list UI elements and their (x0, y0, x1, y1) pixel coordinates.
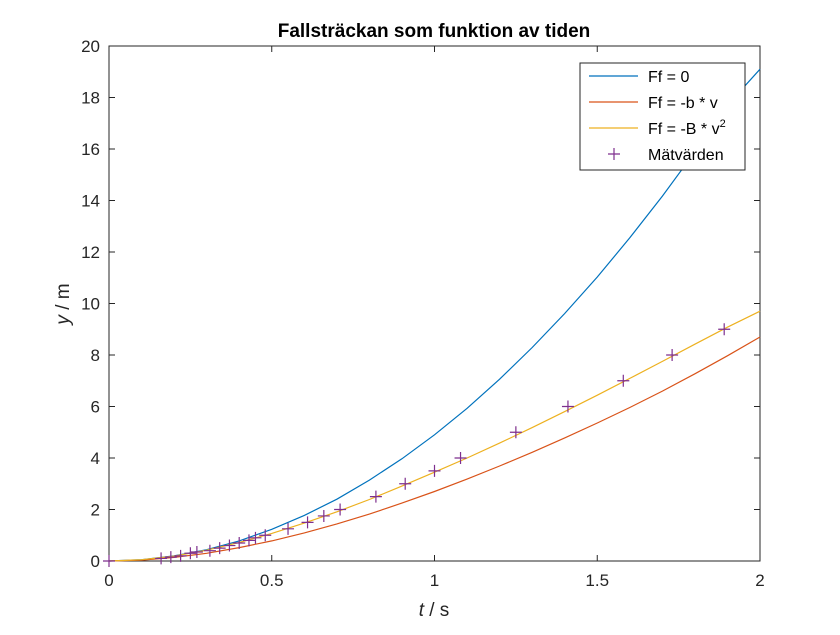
data-point (259, 529, 272, 542)
legend-swatch (608, 148, 620, 160)
chart-title: Fallsträckan som funktion av tiden (278, 21, 591, 42)
series-line-2 (108, 336, 761, 562)
y-axis-variable: y (53, 314, 74, 327)
x-axis-unit: / s (424, 600, 449, 621)
legend-label: Ff = 0 (648, 69, 689, 86)
legend-label: Mätvärden (648, 147, 724, 164)
data-point (164, 551, 177, 564)
y-axis-unit: / m (53, 283, 74, 315)
legend-box (579, 62, 746, 171)
y-tick-label: 2 (91, 501, 100, 520)
y-tick-label: 6 (91, 398, 100, 417)
x-tick-label: 1 (430, 571, 439, 590)
data-point (454, 452, 467, 464)
data-point (190, 545, 203, 558)
y-tick-label: 4 (91, 449, 100, 468)
y-tick-label: 14 (81, 192, 100, 211)
y-tick-label: 8 (91, 346, 100, 365)
data-point (242, 534, 255, 547)
legend-label: Ff = -B * v2 (648, 118, 726, 138)
data-point (666, 349, 679, 361)
x-axis-label: t / s (419, 600, 450, 621)
y-tick-label: 18 (81, 89, 100, 108)
y-axis-label: y / m (53, 283, 74, 326)
data-point (317, 509, 330, 522)
data-point (399, 477, 412, 490)
y-tick-label: 0 (91, 552, 100, 571)
y-tick-label: 16 (81, 140, 100, 159)
data-point (334, 503, 347, 516)
data-point (103, 555, 115, 567)
legend-superscript: 2 (720, 118, 726, 130)
data-point (213, 542, 226, 555)
x-tick-label: 0 (104, 571, 113, 590)
series-line-1 (108, 68, 761, 562)
data-point (369, 490, 382, 503)
legend-label: Ff = -b * v (648, 95, 718, 112)
x-tick-label: 2 (755, 571, 764, 590)
x-axis-variable: t (419, 600, 425, 621)
data-point (249, 531, 262, 544)
data-point (174, 549, 187, 562)
data-point (233, 536, 246, 549)
x-tick-label: 0.5 (260, 571, 284, 590)
y-tick-label: 20 (81, 37, 100, 56)
y-tick-label: 10 (81, 295, 100, 314)
data-point (428, 464, 441, 477)
data-point (203, 544, 216, 557)
data-point (301, 516, 314, 529)
data-point (282, 522, 295, 535)
data-point (718, 323, 731, 336)
legend: Ff = 0 Ff = -b * v Ff = -B * v2 Mätvärden (579, 62, 746, 171)
data-point (561, 400, 574, 413)
data-point (184, 547, 197, 560)
data-point (155, 552, 168, 565)
data-point (617, 374, 630, 387)
data-point (509, 426, 522, 439)
series-markers (103, 323, 731, 567)
x-tick-label: 1.5 (585, 571, 609, 590)
data-point (223, 539, 236, 552)
y-tick-label: 12 (81, 243, 100, 262)
